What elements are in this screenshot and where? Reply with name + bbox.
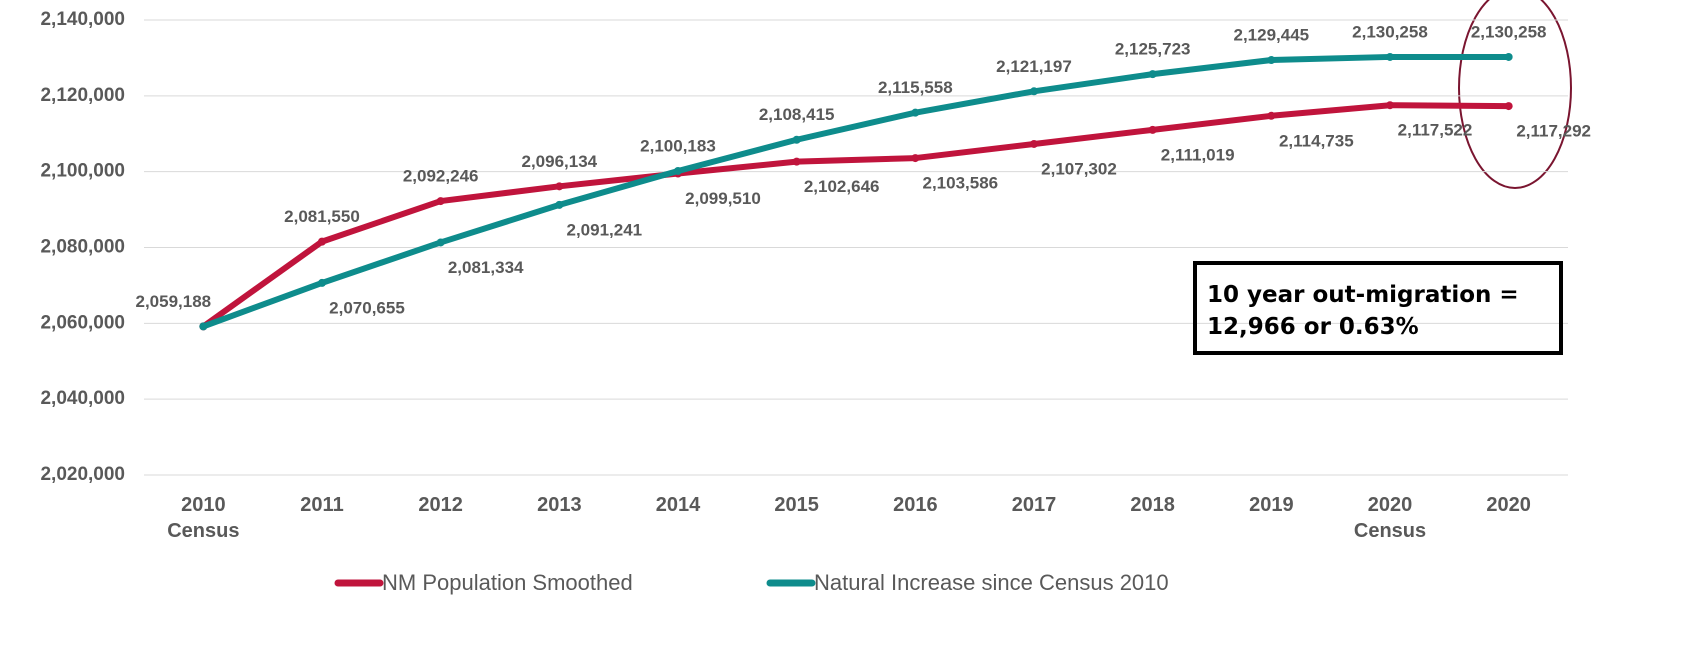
- data-label: 2,117,522: [1398, 121, 1473, 140]
- x-tick-label: 2013: [537, 494, 582, 516]
- data-label: 2,107,302: [1041, 159, 1117, 178]
- point: [792, 135, 801, 144]
- point: [555, 200, 564, 209]
- highlight-ellipse: [1458, 0, 1572, 189]
- point: [318, 237, 326, 246]
- x-tick-label: 2010 Census: [167, 494, 240, 542]
- x-tick-label: 2015: [774, 494, 819, 516]
- point: [1267, 56, 1276, 65]
- data-label: 2,092,246: [403, 167, 479, 186]
- point: [792, 157, 801, 166]
- series-line: [202, 53, 1509, 330]
- series-line: [201, 102, 1509, 329]
- data-label: 2,130,258: [1352, 22, 1428, 41]
- point: [1030, 139, 1038, 148]
- data-label: 2,081,334: [448, 258, 524, 277]
- data-label: 2,096,134: [522, 152, 598, 171]
- point: [911, 154, 920, 163]
- legend-label: NM Population Smoothed: [382, 570, 633, 595]
- x-tick-label: 2014: [655, 494, 701, 516]
- x-tick-label: 2017: [1011, 494, 1057, 516]
- point: [436, 197, 445, 206]
- data-label: 2,130,258: [1471, 22, 1547, 41]
- point: [1267, 111, 1276, 120]
- data-label: 2,114,735: [1279, 131, 1354, 150]
- y-tick-label: 2,100,000: [40, 161, 125, 182]
- x-tick-label: 2019: [1249, 494, 1294, 516]
- data-label: 2,099,510: [685, 189, 761, 208]
- point: [911, 108, 920, 117]
- point: [1386, 52, 1394, 61]
- x-tick-label: 2011: [300, 494, 344, 516]
- point: [1504, 102, 1513, 111]
- data-label: 2,129,445: [1234, 26, 1310, 45]
- point: [1030, 87, 1038, 96]
- point: [1504, 52, 1513, 61]
- y-tick-label: 2,080,000: [40, 237, 125, 258]
- x-tick-label: 2020 Census: [1353, 494, 1427, 542]
- x-tick-label: 2018: [1130, 494, 1175, 516]
- data-label: 2,100,183: [640, 136, 716, 155]
- point: [436, 238, 445, 247]
- data-label: 2,102,646: [804, 177, 880, 196]
- legend-label: Natural Increase since Census 2010: [814, 570, 1169, 595]
- point: [199, 322, 208, 331]
- point: [1148, 70, 1157, 79]
- y-tick-label: 2,120,000: [40, 85, 125, 106]
- data-label: 2,117,292: [1516, 122, 1591, 141]
- data-label: 2,121,197: [996, 57, 1072, 76]
- point: [318, 278, 326, 287]
- data-label: 2,059,188: [136, 292, 212, 311]
- y-tick-label: 2,060,000: [40, 312, 125, 333]
- data-label: 2,115,558: [878, 78, 953, 97]
- x-tick-label: 2012: [418, 494, 463, 516]
- y-tick-label: 2,020,000: [40, 464, 125, 485]
- point: [555, 182, 564, 191]
- y-tick-label: 2,040,000: [40, 388, 125, 409]
- y-tick-label: 2,140,000: [40, 9, 125, 30]
- point: [674, 166, 682, 175]
- point: [1386, 101, 1394, 110]
- data-label: 2,108,415: [759, 105, 835, 124]
- data-label: 2,111,019: [1161, 145, 1235, 164]
- point: [1148, 125, 1157, 134]
- data-label: 2,103,586: [923, 174, 999, 193]
- data-label: 2,125,723: [1115, 40, 1191, 59]
- x-tick-label: 2016: [893, 494, 938, 516]
- data-label: 2,081,550: [284, 207, 360, 226]
- annotation: 10 year out-migration = 12,966 or 0.63%: [1193, 261, 1563, 355]
- x-tick-label: 2020: [1486, 494, 1531, 516]
- data-label: 2,091,241: [567, 220, 643, 239]
- data-label: 2,070,655: [329, 298, 405, 317]
